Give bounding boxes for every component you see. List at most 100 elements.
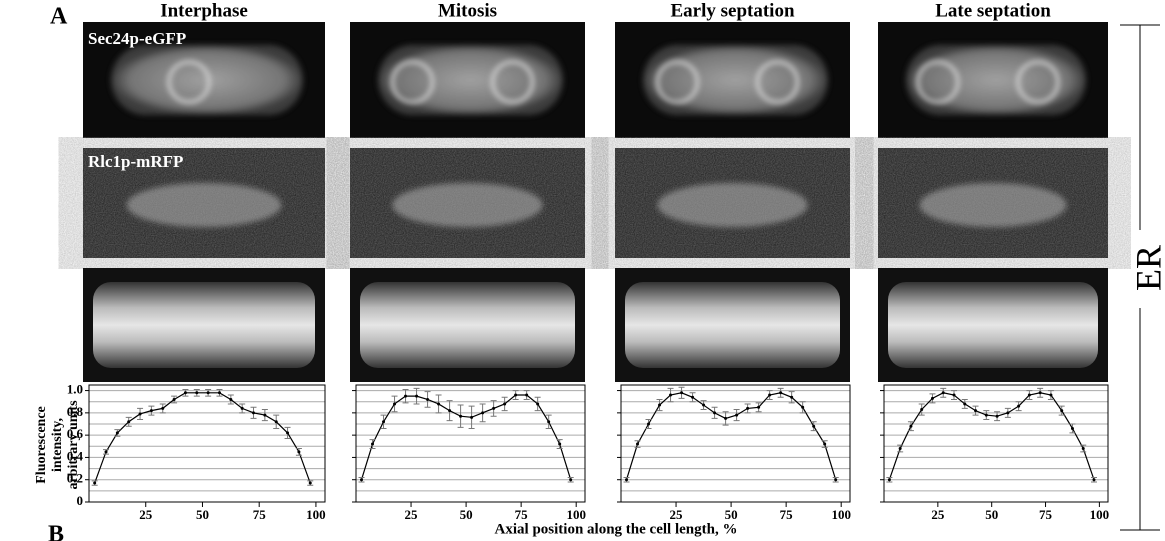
y-tick-label: 0 <box>77 493 84 508</box>
cell-image <box>625 282 840 368</box>
y-tick-label: 0.4 <box>67 448 84 463</box>
line <box>888 392 1095 480</box>
point <box>503 402 507 406</box>
point <box>514 393 518 397</box>
point <box>812 424 816 428</box>
x-tick-label: 75 <box>1039 507 1053 522</box>
cell-image <box>888 282 1098 368</box>
line <box>625 392 837 480</box>
side-label: ER <box>1128 245 1165 291</box>
x-tick-label: 25 <box>405 507 419 522</box>
point <box>669 393 673 397</box>
point <box>172 397 176 401</box>
x-tick-label: 50 <box>725 507 738 522</box>
x-tick-label: 100 <box>566 507 586 522</box>
x-tick-label: 75 <box>253 507 267 522</box>
chart: 25 50 75 100 <box>352 384 586 522</box>
point <box>834 478 838 482</box>
y-axis-label: arbitrary units <box>66 400 81 490</box>
x-tick-label: 75 <box>515 507 529 522</box>
point <box>104 450 108 454</box>
point <box>195 391 199 395</box>
point <box>448 409 452 413</box>
point <box>404 394 408 398</box>
point <box>161 406 165 410</box>
point <box>1070 426 1074 430</box>
plot-frame <box>620 384 851 503</box>
chart: 25 50 75 100 <box>880 384 1110 522</box>
point <box>974 409 978 413</box>
cell-image <box>378 45 563 115</box>
cell-image <box>392 183 543 227</box>
chart-title: Late septation <box>935 0 1051 21</box>
chart-title: Mitosis <box>438 0 497 21</box>
x-tick-label: 50 <box>460 507 473 522</box>
point <box>1081 447 1085 451</box>
cell-image <box>111 45 303 115</box>
y-tick-label: 1.0 <box>67 382 83 397</box>
point <box>779 391 783 395</box>
nucleus <box>391 60 434 104</box>
nucleus <box>491 60 534 104</box>
y-axis-label: intensity, <box>50 418 65 472</box>
x-tick-label: 25 <box>139 507 153 522</box>
point <box>183 391 187 395</box>
point <box>286 431 290 435</box>
plot-frame <box>355 384 586 503</box>
side-bracket <box>1120 24 1160 531</box>
plot-frame <box>88 384 326 503</box>
row-label: Rlc1p-mRFP <box>88 152 183 171</box>
chart: 0 0.2 0.4 0.6 0.8 1.0 25 50 75 100 <box>67 382 326 522</box>
point <box>735 413 739 417</box>
point <box>371 442 375 446</box>
chart-title: Early septation <box>670 0 794 21</box>
line <box>360 394 572 480</box>
point <box>149 409 153 413</box>
nucleus <box>1016 60 1060 104</box>
x-tick-label: 50 <box>985 507 998 522</box>
point <box>1038 391 1042 395</box>
x-tick-label: 75 <box>780 507 794 522</box>
nucleus <box>916 60 960 104</box>
point <box>127 420 131 424</box>
point <box>206 391 210 395</box>
chart-title: Interphase <box>160 0 248 21</box>
point <box>920 408 924 412</box>
point <box>636 442 640 446</box>
point <box>308 481 312 485</box>
y-axis-label: Fluorescence <box>34 406 49 484</box>
point <box>952 393 956 397</box>
panel-label: B <box>48 522 64 541</box>
point <box>115 431 119 435</box>
point <box>702 403 706 407</box>
point <box>536 402 540 406</box>
cell-image <box>93 282 315 368</box>
y-tick-label: 0.8 <box>67 404 84 419</box>
point <box>229 397 233 401</box>
line <box>94 392 311 484</box>
point <box>252 411 256 415</box>
point <box>801 405 805 409</box>
point <box>757 405 761 409</box>
point <box>138 412 142 416</box>
point <box>1027 393 1031 397</box>
x-tick-label: 25 <box>931 507 945 522</box>
row-label: Sec24p-eGFP <box>88 29 186 48</box>
point <box>297 450 301 454</box>
point <box>393 402 397 406</box>
point <box>680 391 684 395</box>
y-tick-label: 0.2 <box>67 471 83 486</box>
x-tick-label: 100 <box>306 507 326 522</box>
x-tick-label: 25 <box>670 507 684 522</box>
y-tick-label: 0.6 <box>67 426 84 441</box>
point <box>525 393 529 397</box>
cell-image <box>126 183 282 227</box>
point <box>415 394 419 398</box>
cell-image <box>657 183 808 227</box>
point <box>360 478 364 482</box>
point <box>1006 411 1010 415</box>
x-tick-label: 100 <box>1090 507 1110 522</box>
point <box>691 395 695 399</box>
x-tick-label: 100 <box>831 507 851 522</box>
point <box>930 396 934 400</box>
